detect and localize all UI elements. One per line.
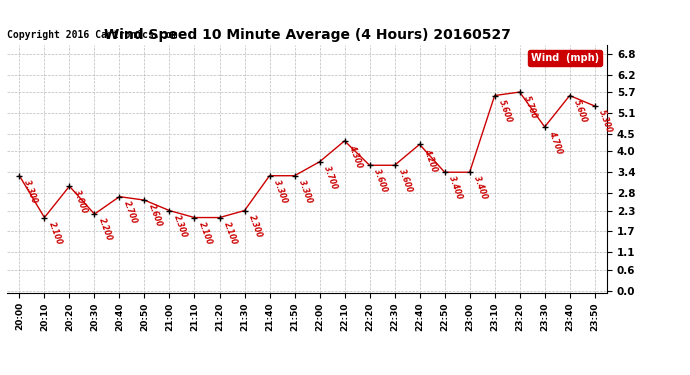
Text: 4.300: 4.300 — [347, 144, 364, 169]
Text: 2.700: 2.700 — [122, 200, 139, 225]
Text: 3.400: 3.400 — [447, 175, 464, 201]
Text: 2.300: 2.300 — [172, 213, 189, 239]
Legend: Wind  (mph): Wind (mph) — [529, 50, 602, 66]
Title: Wind Speed 10 Minute Average (4 Hours) 20160527: Wind Speed 10 Minute Average (4 Hours) 2… — [104, 28, 511, 42]
Text: 3.000: 3.000 — [72, 189, 89, 214]
Text: 3.300: 3.300 — [297, 178, 314, 204]
Text: 3.600: 3.600 — [397, 168, 414, 194]
Text: 3.700: 3.700 — [322, 165, 339, 190]
Text: 2.600: 2.600 — [147, 203, 164, 228]
Text: 2.300: 2.300 — [247, 213, 264, 239]
Text: 2.100: 2.100 — [197, 220, 214, 246]
Text: 2.100: 2.100 — [222, 220, 239, 246]
Text: 5.700: 5.700 — [522, 95, 539, 120]
Text: 3.600: 3.600 — [373, 168, 389, 194]
Text: 5.300: 5.300 — [598, 109, 614, 134]
Text: 3.400: 3.400 — [473, 175, 489, 201]
Text: 3.300: 3.300 — [273, 178, 289, 204]
Text: 3.300: 3.300 — [22, 178, 39, 204]
Text: 4.700: 4.700 — [547, 130, 564, 155]
Text: 5.600: 5.600 — [573, 98, 589, 124]
Text: 2.200: 2.200 — [97, 217, 114, 242]
Text: 2.100: 2.100 — [47, 220, 63, 246]
Text: 5.600: 5.600 — [497, 98, 514, 124]
Text: 4.200: 4.200 — [422, 147, 439, 172]
Text: Copyright 2016 Cartronics.com: Copyright 2016 Cartronics.com — [7, 30, 177, 40]
